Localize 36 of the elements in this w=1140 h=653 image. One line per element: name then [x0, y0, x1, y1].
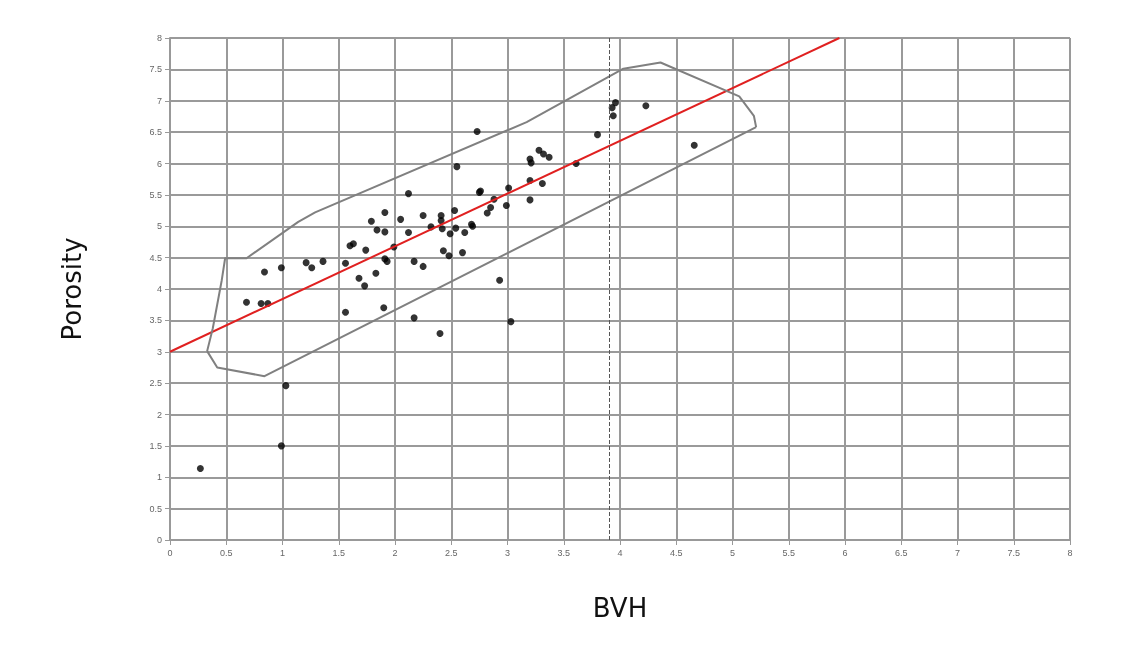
y-axis-title: Porosity	[57, 237, 87, 341]
x-tick-label: 6.5	[894, 547, 908, 558]
x-tick-label: 0.5	[219, 547, 233, 558]
y-tick-label: 7.5	[149, 64, 162, 75]
x-tick-label: 5.5	[782, 547, 796, 558]
x-axis-title: BVH	[592, 593, 648, 623]
x-tick-label: 6	[842, 547, 848, 558]
y-tick-label: 4	[156, 284, 162, 294]
y-tick-label: 5.5	[149, 189, 162, 200]
y-tick-label: 5	[156, 221, 162, 232]
y-tick-label: 1.5	[149, 440, 162, 451]
x-tick-label: 4.5	[669, 547, 683, 558]
x-tick-label: 3	[504, 547, 511, 558]
x-tick-label: 1	[279, 547, 286, 558]
y-tick-label: 3.5	[149, 315, 162, 326]
x-tick-label: 7.5	[1007, 547, 1021, 558]
x-tick-label: 1.5	[332, 547, 346, 558]
y-tick-label: 4.5	[149, 252, 162, 263]
y-tick-label: 6	[156, 158, 162, 169]
y-tick-label: 7	[156, 95, 162, 106]
x-tick-label: 5	[729, 547, 736, 558]
y-tick-label: 1	[156, 472, 162, 483]
x-tick-label: 7	[954, 547, 961, 558]
y-tick-label: 2	[156, 409, 162, 420]
y-tick-label: 3	[156, 346, 162, 357]
x-tick-label: 8	[1067, 547, 1073, 558]
y-tick-label: 6.5	[149, 127, 162, 138]
y-tick-label: 0.5	[149, 503, 162, 514]
y-tick-label: 2.5	[149, 378, 162, 389]
y-tick-label: 8	[156, 33, 162, 43]
x-tick-label: 2	[392, 547, 398, 558]
y-tick-label: 0	[156, 535, 162, 545]
x-tick-label: 0	[167, 547, 173, 558]
x-tick-label: 4	[617, 547, 623, 558]
x-tick-label: 2.5	[444, 547, 458, 558]
x-tick-label: 3.5	[557, 547, 571, 558]
